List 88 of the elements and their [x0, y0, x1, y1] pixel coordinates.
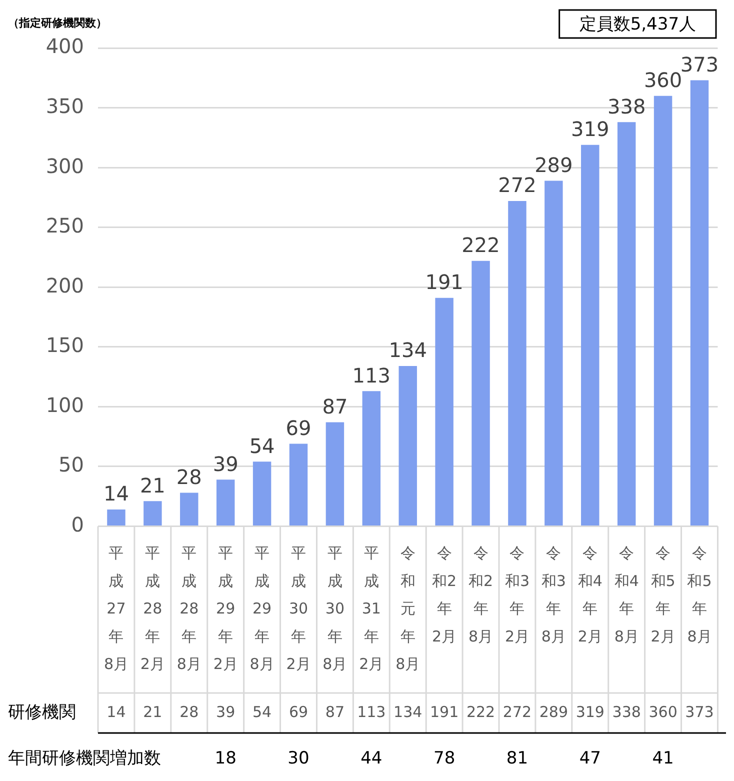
text: 87	[325, 702, 344, 721]
x-tick-label: 平成28年8月	[176, 544, 202, 674]
bar	[326, 422, 344, 526]
x-tick-label: 平成28年2月	[140, 544, 165, 674]
bar	[180, 492, 198, 526]
text: 338	[612, 702, 641, 721]
data-label: 54	[249, 434, 275, 458]
text: 39	[216, 702, 236, 721]
data-label: 87	[322, 394, 348, 418]
bar	[216, 480, 235, 526]
text: 28	[180, 702, 199, 721]
x-tick-label: 令和4年2月	[578, 544, 602, 646]
x-tick-label: 令和5年2月	[650, 544, 676, 646]
bar	[144, 501, 162, 526]
x-tick-label: 平成29年8月	[250, 544, 274, 674]
bar	[472, 260, 490, 526]
text: 41	[652, 748, 674, 768]
text: 44	[360, 748, 382, 768]
x-tick-label: 令和元年8月	[396, 544, 420, 674]
text: 134	[394, 702, 422, 721]
x-tick-label: 平成30年8月	[322, 544, 348, 674]
bar	[398, 366, 417, 526]
text: 81	[506, 748, 528, 768]
data-label: 69	[286, 416, 312, 440]
y-tick-label: 0	[71, 512, 84, 536]
text: 69	[288, 702, 308, 721]
bar	[654, 96, 672, 526]
text: 21	[143, 702, 162, 721]
x-tick-label: 令和5年8月	[687, 544, 712, 646]
data-label: 360	[644, 68, 682, 92]
text: 272	[502, 702, 532, 721]
x-tick-label: 平成27年8月	[104, 544, 128, 674]
y-tick-label: 350	[46, 94, 84, 118]
bar	[617, 122, 636, 526]
data-label: 134	[388, 338, 427, 362]
bar	[508, 201, 526, 526]
x-tick-label: 令和3年2月	[504, 544, 530, 646]
data-label: 319	[571, 117, 610, 142]
bar	[107, 510, 126, 526]
bar	[544, 180, 563, 526]
text: 定員数5,437人	[579, 14, 696, 34]
text: 研修機関	[8, 702, 76, 722]
y-axis-title: （指定研修機関数）	[8, 16, 107, 30]
text: 54	[252, 702, 272, 721]
text: 191	[430, 702, 459, 721]
data-label: 21	[140, 473, 166, 498]
text: 14	[106, 702, 126, 721]
data-label: 113	[352, 363, 390, 388]
text: 373	[685, 702, 714, 721]
text: 78	[433, 748, 456, 768]
data-label: 222	[462, 233, 500, 258]
data-label: 373	[680, 52, 719, 76]
data-label: 272	[498, 173, 536, 198]
text: 年間研修機関増加数	[8, 748, 161, 768]
data-label: 191	[425, 270, 464, 294]
bar	[289, 444, 308, 526]
y-tick-label: 400	[46, 34, 84, 58]
y-tick-label: 150	[46, 333, 84, 358]
bar	[581, 144, 600, 526]
bar	[252, 462, 272, 526]
text: 30	[288, 748, 310, 768]
bar	[362, 391, 381, 526]
text: 360	[648, 702, 678, 721]
x-tick-label: 令和2年8月	[468, 544, 494, 646]
text: 18	[214, 748, 236, 768]
x-tick-label: 令和4年8月	[614, 544, 639, 646]
data-label: 289	[534, 152, 573, 177]
x-tick-label: 平成31年2月	[359, 544, 384, 674]
y-tick-label: 100	[46, 392, 84, 417]
x-tick-label: 平成29年2月	[213, 544, 238, 674]
y-tick-label: 250	[46, 214, 84, 238]
bar	[690, 80, 709, 526]
data-label: 338	[607, 94, 646, 118]
x-tick-label: 令和3年8月	[541, 544, 566, 646]
y-tick-label: 50	[58, 452, 84, 477]
text: 222	[466, 702, 496, 721]
data-label: 14	[104, 482, 129, 506]
data-label: 28	[176, 464, 202, 489]
y-tick-label: 200	[46, 273, 84, 298]
text: 319	[576, 702, 604, 721]
text: 47	[579, 748, 601, 768]
x-tick-label: 平成30年2月	[286, 544, 311, 674]
text: 289	[539, 702, 568, 721]
text: 113	[357, 702, 386, 721]
data-label: 39	[212, 452, 238, 476]
x-tick-label: 令和2年2月	[432, 544, 457, 646]
bar	[435, 298, 454, 526]
y-tick-label: 300	[46, 154, 84, 178]
